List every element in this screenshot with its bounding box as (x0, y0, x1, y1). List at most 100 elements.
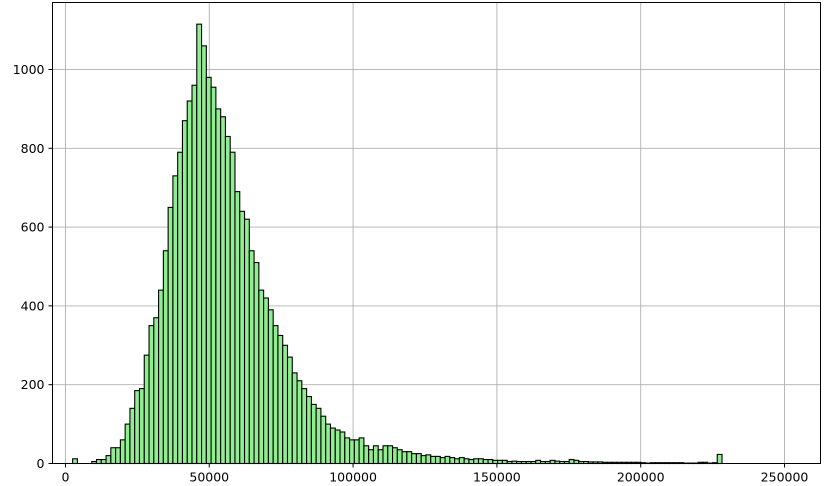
x-tick-label: 250000 (761, 470, 809, 485)
histogram-bar (234, 191, 241, 465)
x-tick-label: 100000 (329, 470, 377, 485)
histogram-bar (124, 423, 131, 465)
histogram-bar (406, 451, 413, 465)
histogram-bar (349, 439, 355, 465)
histogram-bar (454, 458, 460, 465)
histogram-bar (368, 449, 374, 465)
histogram-bar (716, 453, 723, 465)
histogram-bar (458, 457, 465, 465)
histogram-bar (95, 459, 102, 465)
histogram-bar (310, 403, 317, 465)
histogram-bar (396, 449, 403, 465)
histogram-bar (224, 135, 231, 465)
histogram-bar (363, 445, 370, 465)
histogram-bar (415, 453, 422, 465)
histogram-bar (282, 344, 289, 465)
histogram-bar (420, 455, 427, 465)
histogram-bar (329, 427, 336, 465)
bars-layer (72, 23, 723, 465)
histogram-bar (296, 380, 303, 465)
ticks-layer: 0 50000 100000 150000 200000 250000 0 200 400 600… (13, 62, 809, 485)
histogram-bar (291, 372, 298, 465)
histogram-bar (439, 457, 446, 465)
histogram-bar (411, 453, 417, 465)
histogram-bar (306, 395, 312, 465)
histogram-bar (172, 175, 179, 465)
histogram-bar (353, 439, 360, 465)
histogram-bar (473, 458, 480, 465)
histogram-bar (258, 289, 265, 465)
histogram-bar (177, 151, 184, 465)
histogram-bar (301, 388, 308, 465)
histogram-bar (444, 455, 451, 465)
histogram-bar (449, 457, 456, 465)
x-tick-label: 0 (61, 470, 69, 485)
histogram-bar (477, 458, 484, 465)
histogram-bar (344, 437, 351, 465)
histogram-bar (320, 415, 327, 465)
histogram-bar (267, 309, 274, 465)
x-tick-label: 50000 (189, 470, 229, 485)
x-tick-label: 150000 (473, 470, 521, 485)
histogram-bar (115, 447, 121, 465)
histogram-bar (162, 250, 169, 465)
histogram-bar (167, 206, 174, 465)
histogram-bar (138, 388, 145, 465)
histogram-bar (253, 262, 260, 465)
histogram-bar (434, 455, 441, 465)
histogram-bar (568, 459, 575, 465)
histogram-bar (272, 325, 279, 465)
histogram-bar (243, 218, 250, 465)
histogram-bar (210, 86, 217, 465)
histogram-bar (158, 289, 164, 465)
histogram-bar (382, 445, 389, 465)
histogram-bar (372, 445, 379, 465)
histogram-bar (468, 459, 475, 465)
histogram-bar (134, 390, 141, 465)
histogram-bar (277, 334, 284, 465)
y-tick-label: 400 (21, 298, 45, 313)
histogram-bar (105, 455, 112, 465)
histogram-bar (181, 120, 188, 465)
histogram-bar (482, 459, 489, 465)
histogram-bar (358, 437, 365, 465)
y-tick-label: 600 (21, 220, 45, 235)
histogram-bar (325, 423, 332, 465)
histogram-bar (191, 84, 198, 465)
histogram-bar (220, 116, 226, 465)
histogram-bar (401, 451, 408, 465)
histogram-bar (215, 108, 222, 465)
histogram-bar (248, 250, 255, 465)
histogram-bar (334, 429, 341, 465)
y-tick-label: 800 (21, 141, 45, 156)
histogram-bar (100, 459, 107, 465)
histogram-bar (186, 100, 193, 465)
histogram-bar (315, 407, 322, 465)
histogram-bar (143, 354, 150, 465)
histogram-bar (110, 447, 117, 465)
histogram-bar (201, 45, 207, 465)
histogram-bar (487, 459, 494, 465)
histogram-bar (148, 325, 155, 465)
histogram-bar (72, 458, 78, 465)
x-tick-label: 200000 (617, 470, 665, 485)
histogram-bar (339, 431, 346, 465)
histogram-bar (430, 455, 437, 465)
histogram-bar (196, 23, 203, 465)
y-tick-label: 0 (37, 456, 45, 471)
histogram-bar (425, 454, 432, 465)
y-tick-label: 1000 (13, 62, 45, 77)
histogram-bar (391, 447, 398, 465)
y-tick-label: 200 (21, 377, 45, 392)
histogram-bar (205, 76, 212, 465)
histogram-bar (119, 439, 126, 465)
histogram-bar (387, 445, 394, 465)
histogram-bar (263, 297, 269, 465)
plot-area-frame (52, 2, 821, 464)
histogram-bar (129, 407, 136, 465)
histogram-bar (153, 317, 160, 465)
histogram-bar (463, 458, 470, 465)
histogram-bar (239, 210, 246, 465)
histogram-bar (229, 151, 236, 465)
